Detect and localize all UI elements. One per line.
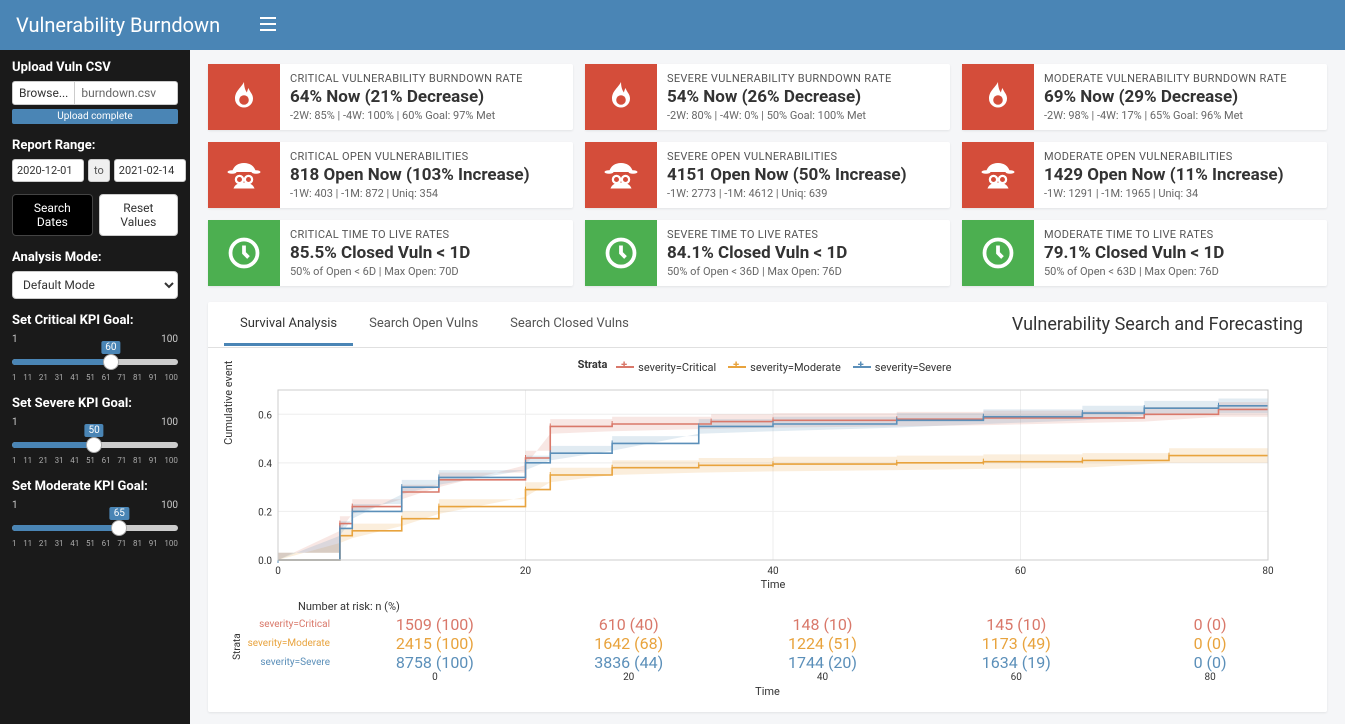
svg-text:0.2: 0.2 bbox=[258, 507, 272, 518]
card-sub-value: 50% of Open < 63D | Max Open: 76D bbox=[1044, 265, 1317, 278]
card-sub-value: -1W: 403 | -1M: 872 | Uniq: 354 bbox=[290, 187, 563, 200]
card-title: SEVERE VULNERABILITY BURNDOWN RATE bbox=[667, 72, 940, 85]
card-sub-value: 50% of Open < 6D | Max Open: 70D bbox=[290, 265, 563, 278]
kpi-slider-0[interactable]: Set Critical KPI Goal: 1100 60 111213141… bbox=[12, 313, 178, 382]
analysis-panel: Survival AnalysisSearch Open VulnsSearch… bbox=[208, 302, 1327, 712]
mode-label: Analysis Mode: bbox=[12, 250, 178, 265]
card-sub-value: -2W: 85% | -4W: 100% | 60% Goal: 97% Met bbox=[290, 109, 563, 122]
kpi-card-6: CRITICAL TIME TO LIVE RATES 85.5% Closed… bbox=[208, 220, 573, 286]
kpi-card-3: CRITICAL OPEN VULNERABILITIES 818 Open N… bbox=[208, 142, 573, 208]
card-title: CRITICAL VULNERABILITY BURNDOWN RATE bbox=[290, 72, 563, 85]
card-title: SEVERE TIME TO LIVE RATES bbox=[667, 228, 940, 241]
svg-text:20: 20 bbox=[520, 566, 532, 577]
date-separator: to bbox=[88, 159, 110, 182]
slider-thumb[interactable] bbox=[111, 520, 127, 536]
reset-values-button[interactable]: Reset Values bbox=[99, 194, 178, 236]
card-main-value: 69% Now (29% Decrease) bbox=[1044, 87, 1317, 107]
chart-legend: Strata severity=Criticalseverity=Moderat… bbox=[228, 358, 1307, 374]
card-sub-value: 50% of Open < 36D | Max Open: 76D bbox=[667, 265, 940, 278]
kpi-card-grid: CRITICAL VULNERABILITY BURNDOWN RATE 64%… bbox=[208, 64, 1327, 286]
card-title: MODERATE TIME TO LIVE RATES bbox=[1044, 228, 1317, 241]
card-main-value: 79.1% Closed Vuln < 1D bbox=[1044, 243, 1317, 263]
svg-text:40: 40 bbox=[767, 566, 779, 577]
kpi-card-4: SEVERE OPEN VULNERABILITIES 4151 Open No… bbox=[585, 142, 950, 208]
kpi-card-8: MODERATE TIME TO LIVE RATES 79.1% Closed… bbox=[962, 220, 1327, 286]
slider-label: Set Moderate KPI Goal: bbox=[12, 479, 178, 494]
sidebar: Upload Vuln CSV Browse... burndown.csv U… bbox=[0, 50, 190, 724]
clock-icon bbox=[585, 220, 657, 286]
card-title: CRITICAL TIME TO LIVE RATES bbox=[290, 228, 563, 241]
hamburger-icon[interactable] bbox=[260, 16, 276, 35]
kpi-card-2: MODERATE VULNERABILITY BURNDOWN RATE 69%… bbox=[962, 64, 1327, 130]
svg-text:Time: Time bbox=[761, 578, 786, 590]
risk-x-label: Time bbox=[228, 685, 1307, 698]
card-sub-value: -1W: 2773 | -1M: 4612 | Uniq: 639 bbox=[667, 187, 940, 200]
svg-text:0.4: 0.4 bbox=[258, 458, 272, 469]
tab-search open vulns[interactable]: Search Open Vulns bbox=[353, 304, 494, 346]
app-title: Vulnerability Burndown bbox=[16, 13, 220, 37]
kpi-slider-2[interactable]: Set Moderate KPI Goal: 1100 65 111213141… bbox=[12, 479, 178, 548]
tab-search closed vulns[interactable]: Search Closed Vulns bbox=[494, 304, 645, 346]
clock-icon bbox=[962, 220, 1034, 286]
card-sub-value: -1W: 1291 | -1M: 1965 | Uniq: 34 bbox=[1044, 187, 1317, 200]
card-main-value: 85.5% Closed Vuln < 1D bbox=[290, 243, 563, 263]
browse-button[interactable]: Browse... bbox=[12, 81, 75, 105]
kpi-card-0: CRITICAL VULNERABILITY BURNDOWN RATE 64%… bbox=[208, 64, 573, 130]
slider-label: Set Severe KPI Goal: bbox=[12, 396, 178, 411]
y-axis-label: Cumulative event bbox=[222, 360, 235, 444]
risk-row: severity=Moderate2415 (100)1642 (68)1224… bbox=[228, 634, 1307, 653]
card-main-value: 84.1% Closed Vuln < 1D bbox=[667, 243, 940, 263]
strata-axis-label: Strata bbox=[232, 633, 243, 660]
tab-survival analysis[interactable]: Survival Analysis bbox=[224, 304, 353, 346]
kpi-card-1: SEVERE VULNERABILITY BURNDOWN RATE 54% N… bbox=[585, 64, 950, 130]
risk-table-title: Number at risk: n (%) bbox=[298, 600, 1307, 613]
analysis-mode-select[interactable]: Default Mode bbox=[12, 271, 178, 299]
main-content: CRITICAL VULNERABILITY BURNDOWN RATE 64%… bbox=[190, 50, 1345, 724]
fire-icon bbox=[208, 64, 280, 130]
card-title: SEVERE OPEN VULNERABILITIES bbox=[667, 150, 940, 163]
panel-title: Vulnerability Search and Forecasting bbox=[1004, 302, 1311, 347]
clock-icon bbox=[208, 220, 280, 286]
card-main-value: 54% Now (26% Decrease) bbox=[667, 87, 940, 107]
survival-chart: 0.0 0.2 0.4 0.6 0 20 40 60 80 Time bbox=[228, 380, 1288, 590]
upload-progress: Upload complete bbox=[12, 109, 178, 124]
card-title: MODERATE OPEN VULNERABILITIES bbox=[1044, 150, 1317, 163]
fire-icon bbox=[585, 64, 657, 130]
kpi-card-7: SEVERE TIME TO LIVE RATES 84.1% Closed V… bbox=[585, 220, 950, 286]
spy-icon bbox=[962, 142, 1034, 208]
upload-label: Upload Vuln CSV bbox=[12, 60, 178, 75]
file-name: burndown.csv bbox=[75, 81, 178, 105]
kpi-slider-1[interactable]: Set Severe KPI Goal: 1100 50 11121314151… bbox=[12, 396, 178, 465]
svg-text:0: 0 bbox=[275, 566, 281, 577]
search-dates-button[interactable]: Search Dates bbox=[12, 194, 93, 236]
slider-thumb[interactable] bbox=[86, 437, 102, 453]
slider-label: Set Critical KPI Goal: bbox=[12, 313, 178, 328]
card-main-value: 818 Open Now (103% Increase) bbox=[290, 165, 563, 185]
card-main-value: 64% Now (21% Decrease) bbox=[290, 87, 563, 107]
date-from-input[interactable] bbox=[12, 159, 84, 182]
card-main-value: 1429 Open Now (11% Increase) bbox=[1044, 165, 1317, 185]
date-to-input[interactable] bbox=[114, 159, 186, 182]
svg-text:80: 80 bbox=[1262, 566, 1274, 577]
svg-text:0.6: 0.6 bbox=[258, 410, 272, 421]
spy-icon bbox=[208, 142, 280, 208]
slider-thumb[interactable] bbox=[103, 354, 119, 370]
risk-row: severity=Severe8758 (100)3836 (44)1744 (… bbox=[228, 653, 1307, 672]
card-sub-value: -2W: 80% | -4W: 0% | 50% Goal: 100% Met bbox=[667, 109, 940, 122]
fire-icon bbox=[962, 64, 1034, 130]
svg-text:60: 60 bbox=[1015, 566, 1027, 577]
tabs-row: Survival AnalysisSearch Open VulnsSearch… bbox=[208, 302, 1327, 348]
card-title: MODERATE VULNERABILITY BURNDOWN RATE bbox=[1044, 72, 1317, 85]
range-label: Report Range: bbox=[12, 138, 178, 153]
card-sub-value: -2W: 98% | -4W: 17% | 65% Goal: 96% Met bbox=[1044, 109, 1317, 122]
card-main-value: 4151 Open Now (50% Increase) bbox=[667, 165, 940, 185]
risk-row: severity=Critical1509 (100)610 (40)148 (… bbox=[228, 615, 1307, 634]
svg-text:0.0: 0.0 bbox=[258, 556, 272, 567]
card-title: CRITICAL OPEN VULNERABILITIES bbox=[290, 150, 563, 163]
kpi-card-5: MODERATE OPEN VULNERABILITIES 1429 Open … bbox=[962, 142, 1327, 208]
spy-icon bbox=[585, 142, 657, 208]
app-header: Vulnerability Burndown bbox=[0, 0, 1345, 50]
